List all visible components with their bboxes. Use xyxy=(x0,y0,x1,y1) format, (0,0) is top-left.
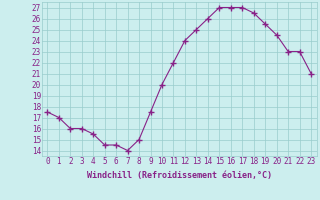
X-axis label: Windchill (Refroidissement éolien,°C): Windchill (Refroidissement éolien,°C) xyxy=(87,171,272,180)
